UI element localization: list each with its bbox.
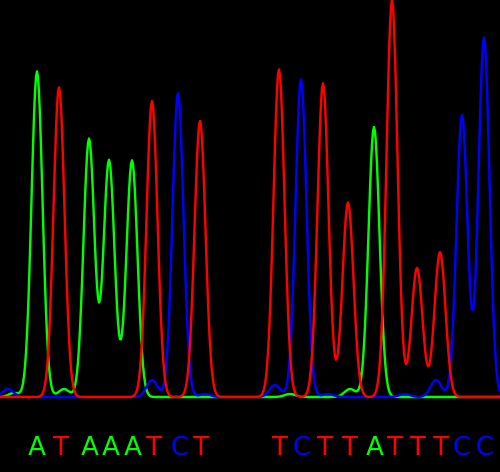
base-call-label: T xyxy=(192,432,209,462)
base-call-label: A xyxy=(28,432,46,462)
base-call-label: C xyxy=(453,432,471,462)
base-call-label: T xyxy=(316,432,333,462)
base-call-label: C xyxy=(293,432,311,462)
base-call-label: T xyxy=(432,432,449,462)
trace-t-red xyxy=(0,0,500,399)
base-call-label: T xyxy=(409,432,426,462)
base-call-label: T xyxy=(271,432,288,462)
base-call-label: A xyxy=(81,432,99,462)
base-call-label: A xyxy=(102,432,120,462)
base-call-label: T xyxy=(145,432,162,462)
base-call-label: A xyxy=(124,432,142,462)
base-call-label: C xyxy=(171,432,189,462)
base-call-label: T xyxy=(341,432,358,462)
trace-layer xyxy=(0,0,500,399)
base-call-label: T xyxy=(52,432,69,462)
base-call-label: C xyxy=(476,432,494,462)
base-call-label: T xyxy=(386,432,403,462)
base-call-label: A xyxy=(366,432,384,462)
